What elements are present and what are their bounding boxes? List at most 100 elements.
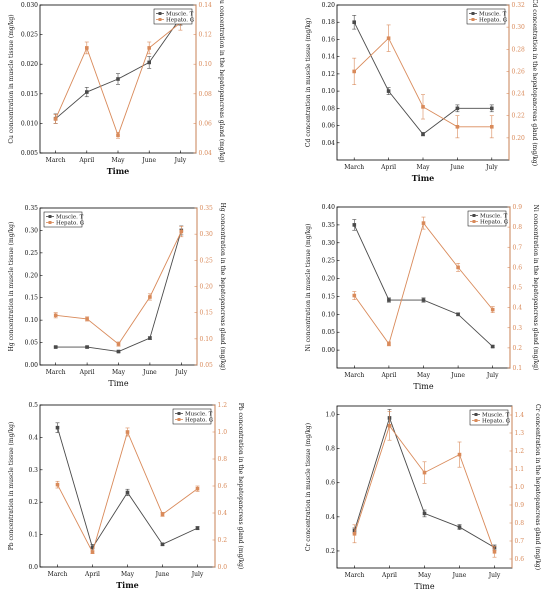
data-point [85, 345, 89, 349]
x-tick-label: April [380, 164, 396, 171]
legend-label: Muscle. T [479, 12, 507, 18]
y2-tick-label: 1.0 [515, 484, 525, 491]
y-tick-label: 0.5 [28, 402, 38, 409]
x-tick-label: May [417, 372, 431, 379]
y2-tick-label: 0.28 [512, 46, 526, 53]
y-tick-label: 0.020 [21, 61, 38, 68]
y2-tick-label: 0.22 [512, 113, 526, 120]
y-tick-label: 0.04 [322, 140, 336, 147]
data-point [352, 20, 356, 25]
data-point [90, 550, 95, 554]
plot-frame [336, 206, 511, 369]
x-tick-label: May [112, 369, 126, 376]
data-point [116, 349, 121, 354]
x-tick-label: April [380, 372, 396, 379]
data-point [387, 424, 392, 428]
legend-label: Muscle. T [56, 215, 84, 221]
x-axis-title: Time [116, 580, 139, 590]
y-tick-label: 0.16 [322, 36, 336, 43]
data-point [422, 470, 427, 475]
x-tick-label: May [121, 571, 135, 578]
data-point [148, 295, 152, 299]
legend-marker [474, 413, 478, 416]
series-line-muscle [353, 224, 494, 347]
data-point [457, 525, 462, 529]
y2-tick-label: 0.25 [200, 257, 214, 264]
data-point [421, 105, 425, 109]
x-axis-title: Time [414, 582, 434, 591]
data-point [387, 342, 391, 346]
x-axis-title: Time [108, 379, 128, 388]
x-tick-label: July [174, 157, 187, 164]
y2-tick-label: 0.4 [218, 510, 228, 517]
legend-marker [158, 18, 162, 21]
chart-panel-5: 0.0 0.1 0.2 0.3 0.4 0.5 0.0 0.2 0.4 0.6 0.8 1.0 1.2 M… [8, 402, 244, 590]
data-point [352, 293, 357, 298]
chart-panel-1: 0.005 0.010 0.015 0.020 0.025 0.030 0.04 0.06 0.… [8, 0, 225, 176]
legend-marker [472, 214, 476, 217]
legend-box [43, 211, 83, 228]
y-tick-label: 0.00 [322, 347, 336, 354]
y-tick-label: 0.20 [322, 276, 336, 283]
y2-tick-label: 0.3 [513, 325, 523, 332]
data-point [125, 490, 130, 495]
y-tick-label: 0.30 [322, 240, 336, 247]
y-tick-label: 0.3 [28, 467, 38, 474]
legend-label: Muscle. T [166, 12, 194, 18]
y-axis-title: Cr concentration in muscle tissue (mg/kg… [305, 423, 312, 551]
x-tick-label: April [84, 571, 100, 578]
y2-tick-label: 0.08 [199, 91, 213, 98]
x-tick-label: March [46, 157, 66, 164]
y2-axis-title: Pb concentration in the hepatopancreas g… [237, 403, 244, 570]
legend-box [469, 409, 509, 426]
series-line-muscle [57, 427, 198, 549]
series-line-hepato [353, 222, 494, 345]
y-tick-label: 0.15 [322, 293, 336, 300]
data-point [421, 298, 426, 302]
y2-tick-label: 0.10 [200, 336, 214, 343]
legend-box [467, 210, 507, 227]
data-point [492, 550, 497, 554]
legend-marker [471, 12, 475, 15]
y2-tick-label: 0.9 [513, 204, 523, 211]
y2-tick-label: 0.6 [515, 556, 525, 563]
y2-tick-label: 0.06 [199, 120, 213, 127]
y-tick-label: 0.8 [325, 446, 335, 453]
y2-tick-label: 0.15 [200, 310, 214, 317]
legend-box [153, 8, 193, 25]
y2-tick-label: 0.7 [515, 538, 525, 545]
series-line-muscle [55, 17, 181, 120]
y-tick-label: 0.00 [25, 362, 39, 369]
legend-marker [471, 18, 475, 21]
y-tick-label: 0.010 [21, 120, 38, 127]
x-tick-label: June [142, 369, 157, 376]
x-tick-label: June [450, 372, 465, 379]
data-point [148, 336, 152, 340]
legend-label: Muscle. T [185, 412, 213, 418]
y2-axis-title: Cd concentration in the hepatopancreas g… [531, 0, 538, 166]
y2-axis-title: Hg concentration in the hepatopancreas g… [219, 203, 226, 371]
legend-label: Hepato. G [56, 221, 84, 227]
legend-marker [177, 412, 181, 415]
data-point [352, 69, 356, 74]
chart-panel-2: 0.04 0.06 0.08 0.10 0.12 0.14 0.16 0.18 0.20 0.20… [305, 0, 538, 183]
legend-box [172, 408, 212, 425]
y2-tick-label: 0.2 [513, 345, 523, 352]
y-tick-label: 0.25 [322, 258, 336, 265]
y-tick-label: 0.25 [25, 250, 39, 257]
y2-tick-label: 0.32 [512, 2, 526, 9]
legend-label: Hepato. G [482, 419, 510, 425]
y2-axis-title: Ni concentration in the hepatopancreas g… [532, 205, 539, 371]
y2-tick-label: 0.8 [515, 520, 525, 527]
x-tick-label: June [452, 572, 467, 579]
data-point [490, 307, 495, 312]
data-point [352, 223, 357, 227]
y2-tick-label: 0.12 [199, 32, 213, 39]
y-tick-label: 1.0 [325, 412, 335, 419]
legend-box [466, 8, 506, 25]
data-point [85, 46, 89, 50]
y2-tick-label: 0.26 [512, 68, 526, 75]
data-point [490, 124, 494, 129]
